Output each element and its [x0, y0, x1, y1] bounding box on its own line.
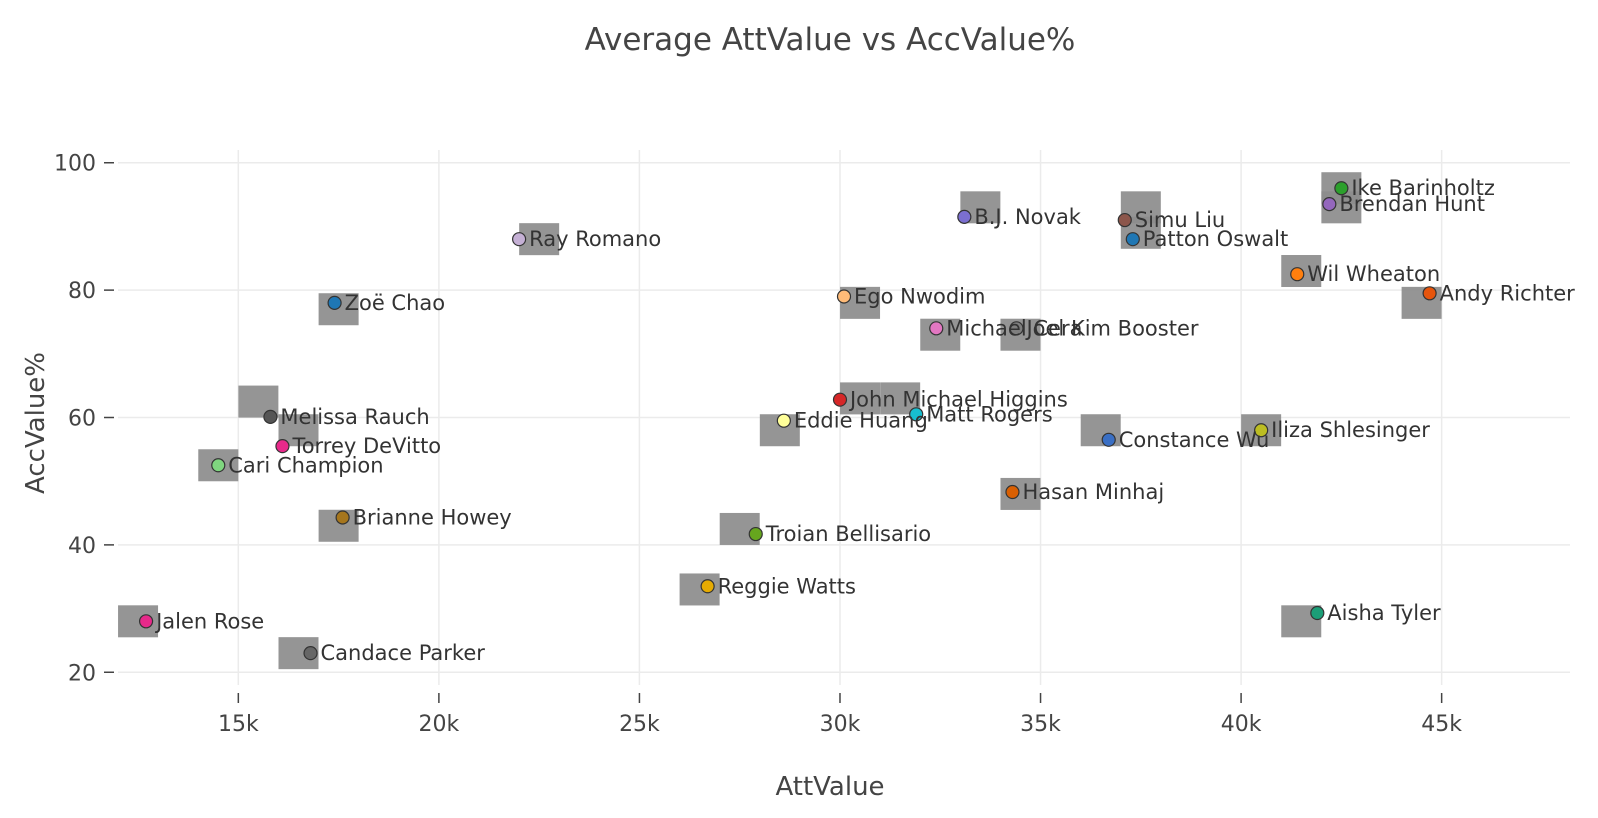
- point-label: Hasan Minhaj: [1022, 480, 1164, 504]
- point-label: Brianne Howey: [353, 505, 512, 529]
- point-label: Matt Rogers: [926, 402, 1052, 426]
- data-point: [138, 614, 154, 629]
- point-label: John Michael Higgins: [848, 388, 1068, 412]
- point-label: Candace Parker: [321, 641, 486, 665]
- data-point: [1310, 605, 1325, 621]
- data-point: [929, 321, 944, 336]
- axis-layer: 15k 20k 25k 30k 35k 40k 45k 20 40 60 80 100: [54, 152, 1462, 737]
- data-point: [1005, 484, 1020, 500]
- point-label: Simu Liu: [1135, 208, 1225, 232]
- point-label: Zoë Chao: [345, 291, 446, 315]
- x-tick-label: 20k: [419, 712, 460, 737]
- x-tick-label: 35k: [1020, 712, 1061, 737]
- point-label: Cari Champion: [228, 453, 383, 477]
- data-point: [1422, 286, 1437, 301]
- data-point: [1254, 423, 1269, 438]
- point-label: Brendan Hunt: [1339, 192, 1485, 216]
- y-tick-label: 100: [54, 152, 96, 177]
- data-point: [275, 439, 290, 454]
- data-point: [1117, 212, 1132, 228]
- point-label: Iliza Shlesinger: [1271, 418, 1430, 442]
- data-point: [1334, 181, 1349, 196]
- point-label: Ego Nwodim: [854, 284, 985, 308]
- x-tick-label: 15k: [218, 712, 259, 737]
- data-point: [512, 232, 527, 247]
- point-label: Patton Oswalt: [1143, 227, 1288, 251]
- x-axis-title: AttValue: [775, 772, 884, 802]
- point-label: Aisha Tyler: [1327, 601, 1441, 625]
- y-tick-label: 80: [68, 279, 96, 304]
- data-point: [335, 510, 350, 525]
- data-point: [303, 646, 318, 661]
- x-tick-label: 45k: [1421, 712, 1462, 737]
- data-point: [776, 413, 791, 428]
- point-label: Michael Cera: [946, 316, 1082, 340]
- y-tick-label: 20: [68, 661, 96, 686]
- data-point: [748, 526, 763, 542]
- point-label: Jalen Rose: [154, 609, 264, 633]
- point-label: Joel Kim Booster: [1024, 316, 1198, 340]
- data-point: [327, 295, 342, 310]
- x-tick-label: 25k: [619, 712, 660, 737]
- point-label: Wil Wheaton: [1307, 262, 1440, 286]
- data-point: [1009, 321, 1024, 336]
- x-tick-label: 40k: [1221, 712, 1262, 737]
- data-point: [211, 458, 226, 473]
- data-point: [957, 209, 972, 224]
- data-point: [832, 392, 848, 407]
- data-point: [1125, 232, 1140, 247]
- data-point: [836, 289, 852, 304]
- point-label: Andy Richter: [1440, 281, 1576, 305]
- data-point: [700, 579, 715, 594]
- point-label: Ray Romano: [529, 227, 661, 251]
- data-point: [1322, 197, 1337, 212]
- data-point: [1101, 432, 1116, 447]
- data-point: [263, 409, 278, 424]
- point-label: Torrey DeVitto: [291, 434, 441, 458]
- x-tick-label: 30k: [820, 712, 861, 737]
- point-label: Eddie Huang: [794, 409, 928, 433]
- data-point: [909, 407, 924, 422]
- point-label: B.J. Novak: [974, 205, 1081, 229]
- y-tick-label: 40: [68, 534, 96, 559]
- point-label: Ike Barinholtz: [1351, 176, 1495, 200]
- grid-layer: [118, 150, 1570, 685]
- data-point: [1290, 267, 1305, 282]
- point-label: Melissa Rauch: [280, 405, 429, 429]
- point-label: Reggie Watts: [718, 574, 856, 598]
- y-tick-label: 60: [68, 407, 96, 432]
- y-axis-title: AccValue%: [21, 352, 51, 494]
- point-layer: [138, 181, 1437, 661]
- point-label: Constance Wu: [1119, 428, 1270, 452]
- point-label: Troian Bellisario: [765, 522, 931, 546]
- chart-title: Average AttValue vs AccValue%: [585, 22, 1076, 58]
